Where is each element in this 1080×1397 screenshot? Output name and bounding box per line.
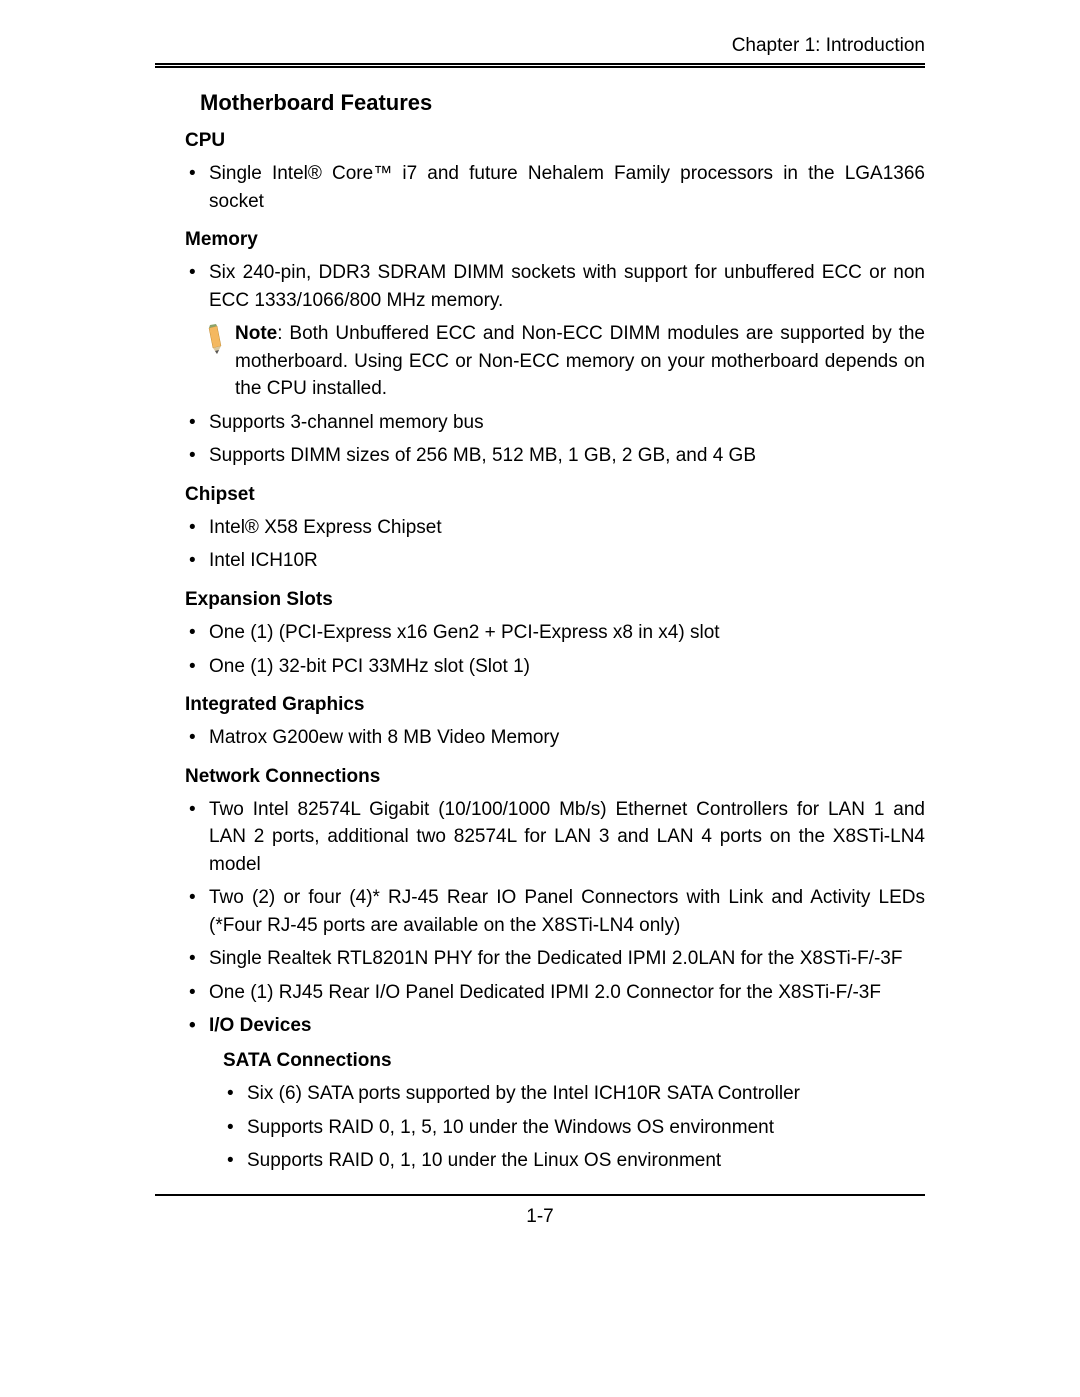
sata-heading: SATA Connections bbox=[223, 1050, 925, 1072]
section-heading-expansion: Expansion Slots bbox=[185, 589, 925, 611]
list-item: Supports RAID 0, 1, 10 under the Linux O… bbox=[223, 1147, 925, 1176]
list-item: Intel® X58 Express Chipset bbox=[185, 514, 925, 542]
chipset-list: Intel® X58 Express Chipset Intel ICH10R bbox=[185, 514, 925, 575]
list-item: Six 240-pin, DDR3 SDRAM DIMM sockets wit… bbox=[185, 259, 925, 314]
page-number: 1-7 bbox=[155, 1206, 925, 1228]
list-item: One (1) (PCI-Express x16 Gen2 + PCI-Expr… bbox=[185, 619, 925, 647]
list-item: Intel ICH10R bbox=[185, 547, 925, 575]
section-heading-memory: Memory bbox=[185, 229, 925, 251]
list-item: Single Intel® Core™ i7 and future Nehale… bbox=[185, 160, 925, 215]
list-item: One (1) 32-bit PCI 33MHz slot (Slot 1) bbox=[185, 653, 925, 681]
note-text: Note: Both Unbuffered ECC and Non-ECC DI… bbox=[235, 320, 925, 403]
list-item: Supports 3-channel memory bus bbox=[185, 409, 925, 437]
list-item: One (1) RJ45 Rear I/O Panel Dedicated IP… bbox=[185, 979, 925, 1007]
memory-list: Six 240-pin, DDR3 SDRAM DIMM sockets wit… bbox=[185, 259, 925, 314]
chapter-header: Chapter 1: Introduction bbox=[155, 35, 925, 63]
memory-list-2: Supports 3-channel memory bus Supports D… bbox=[185, 409, 925, 470]
graphics-list: Matrox G200ew with 8 MB Video Memory bbox=[185, 724, 925, 752]
section-heading-network: Network Connections bbox=[185, 766, 925, 788]
note-block: Note: Both Unbuffered ECC and Non-ECC DI… bbox=[203, 320, 925, 403]
list-item: Single Realtek RTL8201N PHY for the Dedi… bbox=[185, 945, 925, 973]
cpu-list: Single Intel® Core™ i7 and future Nehale… bbox=[185, 160, 925, 215]
section-heading-cpu: CPU bbox=[185, 130, 925, 152]
page-title: Motherboard Features bbox=[200, 90, 925, 116]
section-heading-chipset: Chipset bbox=[185, 484, 925, 506]
list-item: Supports DIMM sizes of 256 MB, 512 MB, 1… bbox=[185, 442, 925, 470]
sata-list: Six (6) SATA ports supported by the Inte… bbox=[223, 1080, 925, 1176]
list-item: Six (6) SATA ports supported by the Inte… bbox=[223, 1080, 925, 1109]
list-item: Matrox G200ew with 8 MB Video Memory bbox=[185, 724, 925, 752]
note-label: Note bbox=[235, 323, 277, 344]
network-list: Two Intel 82574L Gigabit (10/100/1000 Mb… bbox=[185, 796, 925, 1040]
expansion-list: One (1) (PCI-Express x16 Gen2 + PCI-Expr… bbox=[185, 619, 925, 680]
list-item: Supports RAID 0, 1, 5, 10 under the Wind… bbox=[223, 1114, 925, 1143]
footer-rule bbox=[155, 1194, 925, 1196]
section-heading-graphics: Integrated Graphics bbox=[185, 694, 925, 716]
pencil-icon bbox=[203, 324, 229, 359]
list-item: Two (2) or four (4)* RJ-45 Rear IO Panel… bbox=[185, 884, 925, 939]
header-rule bbox=[155, 63, 925, 68]
note-body: : Both Unbuffered ECC and Non-ECC DIMM m… bbox=[235, 323, 925, 399]
io-devices-heading: I/O Devices bbox=[185, 1012, 925, 1040]
list-item: Two Intel 82574L Gigabit (10/100/1000 Mb… bbox=[185, 796, 925, 879]
document-page: Chapter 1: Introduction Motherboard Feat… bbox=[0, 0, 1080, 1397]
